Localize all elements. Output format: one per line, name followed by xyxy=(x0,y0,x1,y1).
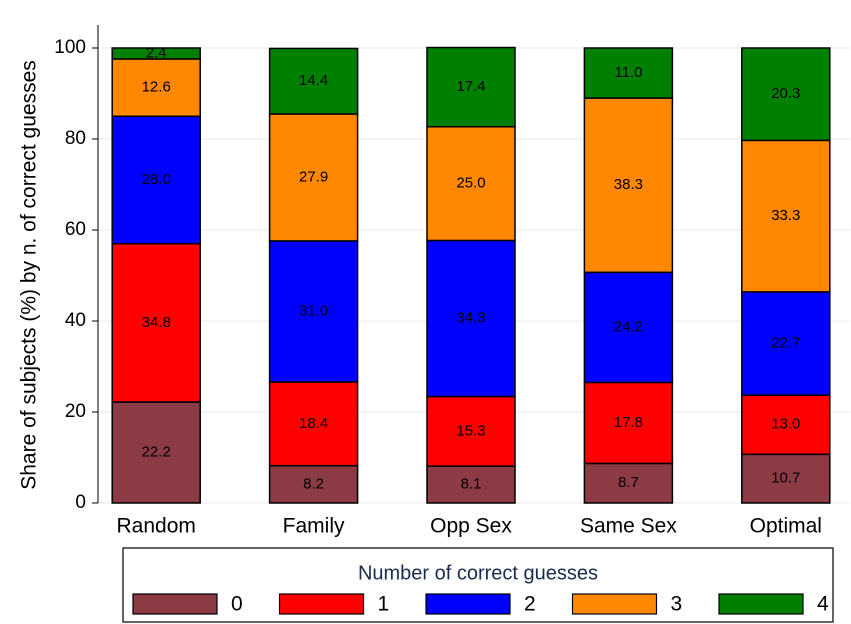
bar-segment xyxy=(111,58,201,117)
y-tick-label: 20 xyxy=(65,401,86,422)
legend-swatch xyxy=(132,593,218,615)
bar-segment xyxy=(583,462,674,504)
data-label: 8.2 xyxy=(303,475,324,492)
y-tick-label: 60 xyxy=(65,219,86,240)
legend-label: 4 xyxy=(817,593,829,616)
bar-segment xyxy=(426,239,516,398)
legend-swatch xyxy=(425,593,511,615)
y-tick-label: 100 xyxy=(54,37,86,58)
legend-swatch xyxy=(571,593,658,615)
data-label: 22.7 xyxy=(771,334,800,351)
bar-segment xyxy=(268,381,359,467)
x-tick-label: Random xyxy=(117,515,196,538)
legend-label: 3 xyxy=(671,593,683,616)
data-label: 2.4 xyxy=(146,44,167,61)
data-label: 17.8 xyxy=(614,414,643,431)
bar-segment xyxy=(426,395,516,467)
data-label: 25.0 xyxy=(456,175,485,192)
bar-segment xyxy=(426,125,516,242)
bar-segment xyxy=(583,97,674,274)
x-tick-label: Family xyxy=(283,515,345,538)
data-label: 8.1 xyxy=(461,476,482,493)
data-label: 17.4 xyxy=(456,78,485,95)
x-tick-label: Opp Sex xyxy=(430,515,512,538)
bar-segment xyxy=(268,464,359,504)
data-label: 34.8 xyxy=(142,314,171,331)
bar-segment xyxy=(583,47,674,99)
legend-label: 0 xyxy=(231,593,243,616)
bar-segment xyxy=(741,453,831,504)
data-label: 27.9 xyxy=(299,168,328,185)
y-axis-label: Share of subjects (%) by n. of correct g… xyxy=(18,60,41,490)
data-label: 33.3 xyxy=(771,207,800,224)
bar-segment xyxy=(741,291,831,396)
data-label: 20.3 xyxy=(771,85,800,102)
bar-segment xyxy=(741,394,831,456)
legend-title: Number of correct guesses xyxy=(358,562,598,584)
data-label: 13.0 xyxy=(771,416,800,433)
bar-segment xyxy=(268,47,359,115)
legend-swatch xyxy=(278,593,365,615)
y-tick-label: 80 xyxy=(65,128,86,149)
bar-segment xyxy=(741,139,831,293)
bar-segment xyxy=(111,115,201,245)
data-label: 34.3 xyxy=(456,309,485,326)
data-label: 18.4 xyxy=(299,415,328,432)
data-label: 31.0 xyxy=(299,302,328,319)
data-label: 10.7 xyxy=(771,470,800,487)
data-label: 11.0 xyxy=(614,64,642,81)
data-label: 28.0 xyxy=(142,171,171,188)
y-tick-label: 40 xyxy=(65,310,86,331)
bar-segment xyxy=(583,381,674,465)
x-tick-label: Same Sex xyxy=(580,515,677,538)
data-label: 15.3 xyxy=(456,422,485,439)
data-label: 12.6 xyxy=(142,79,171,96)
bar-segment xyxy=(268,240,359,383)
bar-segment xyxy=(111,401,201,504)
x-tick-label: Optimal xyxy=(750,515,822,538)
data-label: 8.7 xyxy=(618,474,639,491)
bar-segment xyxy=(111,242,201,403)
bar-segment xyxy=(426,46,516,128)
legend-swatch xyxy=(718,593,804,615)
bar-segment xyxy=(583,271,674,384)
bar-segment xyxy=(741,47,831,142)
data-label: 22.2 xyxy=(142,443,171,460)
data-label: 38.3 xyxy=(614,176,643,193)
data-label: 14.4 xyxy=(299,72,328,89)
bar-segment xyxy=(111,47,201,60)
legend-label: 1 xyxy=(378,593,390,616)
data-label: 24.2 xyxy=(614,318,643,335)
y-tick-label: 0 xyxy=(75,492,86,513)
legend-label: 2 xyxy=(524,593,536,616)
